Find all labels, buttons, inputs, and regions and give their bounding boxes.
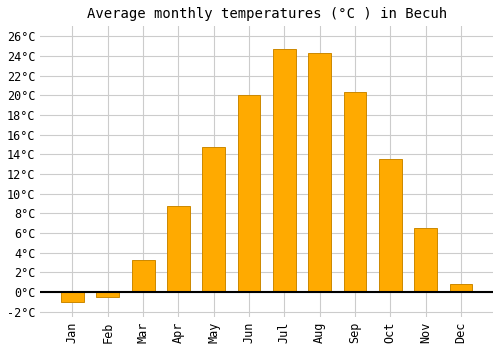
Bar bbox=[273, 49, 296, 292]
Bar bbox=[61, 292, 84, 302]
Bar bbox=[202, 147, 225, 292]
Bar bbox=[132, 260, 154, 292]
Bar bbox=[167, 205, 190, 292]
Bar bbox=[344, 92, 366, 292]
Bar bbox=[308, 53, 331, 292]
Bar bbox=[238, 95, 260, 292]
Bar bbox=[379, 159, 402, 292]
Title: Average monthly temperatures (°C ) in Becuh: Average monthly temperatures (°C ) in Be… bbox=[86, 7, 446, 21]
Bar bbox=[450, 284, 472, 292]
Bar bbox=[414, 228, 437, 292]
Bar bbox=[96, 292, 119, 297]
